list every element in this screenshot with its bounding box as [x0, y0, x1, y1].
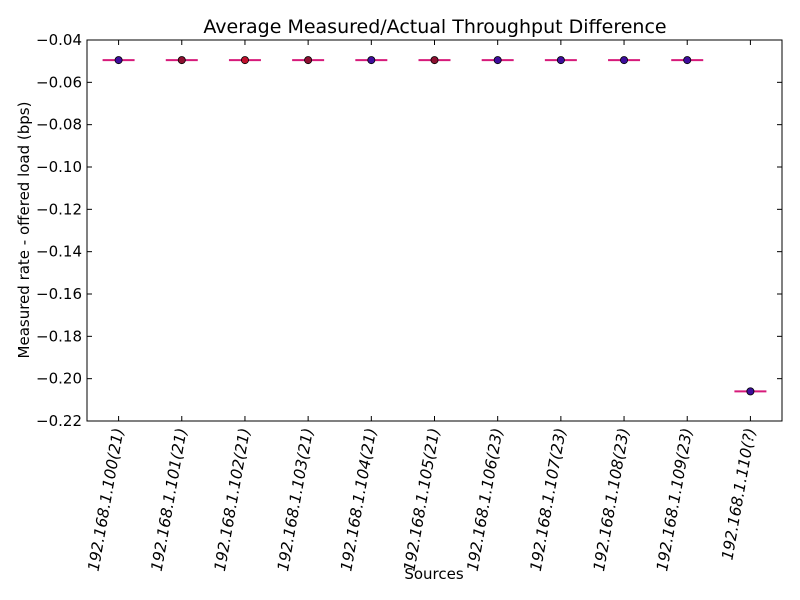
y-tick-label: −0.10: [36, 158, 82, 176]
x-axis-label: Sources: [404, 565, 464, 583]
y-tick-label: −0.20: [36, 370, 82, 388]
data-point: [493, 56, 502, 65]
data-point: [304, 56, 313, 65]
y-tick-label: −0.14: [36, 243, 82, 261]
data-point: [430, 56, 439, 65]
y-tick-label: −0.06: [36, 73, 82, 91]
data-point: [746, 387, 755, 396]
data-point: [177, 56, 186, 65]
chart-title: Average Measured/Actual Throughput Diffe…: [203, 16, 666, 38]
data-point: [367, 56, 376, 65]
y-tick-label: −0.16: [36, 285, 82, 303]
y-tick-label: −0.04: [36, 31, 82, 49]
y-tick-label: −0.22: [36, 412, 82, 430]
data-point: [620, 56, 629, 65]
y-tick-label: −0.08: [36, 116, 82, 134]
y-axis-label: Measured rate - offered load (bps): [15, 102, 33, 359]
data-point: [556, 56, 565, 65]
data-point: [114, 56, 123, 65]
y-tick-label: −0.18: [36, 327, 82, 345]
data-point: [683, 56, 692, 65]
data-point: [240, 56, 249, 65]
y-tick-label: −0.12: [36, 200, 82, 218]
